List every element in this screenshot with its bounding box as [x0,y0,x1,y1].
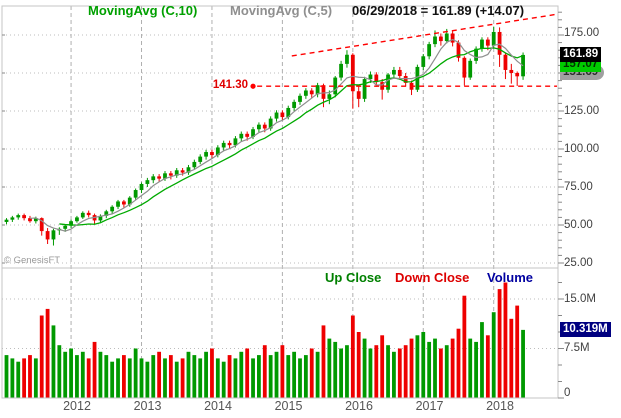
quote-title-label: 06/29/2018 = 161.89 (+14.07) [352,3,525,18]
volume-tick-0: 0 [564,387,571,399]
price-tick-100: 100.00 [564,143,600,155]
year-label-2015: 2015 [274,399,303,413]
year-label-2014: 2014 [204,399,232,413]
year-label-2013: 2013 [133,399,162,413]
genesisft-watermark: © GenesisFT [4,255,61,266]
year-label-2017: 2017 [415,399,444,413]
support-price-label: 141.30 [212,79,248,91]
price-tick-50: 50.00 [564,219,593,231]
legend-down-close: Down Close [395,270,470,285]
legend-volume: Volume [487,270,533,285]
ma5-title-label: MovingAvg (C,5) [230,3,333,18]
volume-tick-15m: 15.0M [564,293,596,305]
year-label-2016: 2016 [345,399,373,413]
last-price-badge: 161.89 [560,47,602,62]
legend-up-close: Up Close [325,270,382,285]
year-label-2018: 2018 [486,399,514,413]
price-tick-75: 75.00 [564,181,593,193]
price-tick-25: 25.00 [564,257,593,269]
ma10-title-label: MovingAvg (C,10) [88,3,198,18]
year-label-2012: 2012 [63,399,91,413]
price-tick-125: 125.00 [564,105,600,117]
price-tick-175: 175.00 [564,27,600,39]
volume-tick-7-5m: 7.5M [564,342,590,354]
last-volume-badge: 10.319M [560,322,611,337]
